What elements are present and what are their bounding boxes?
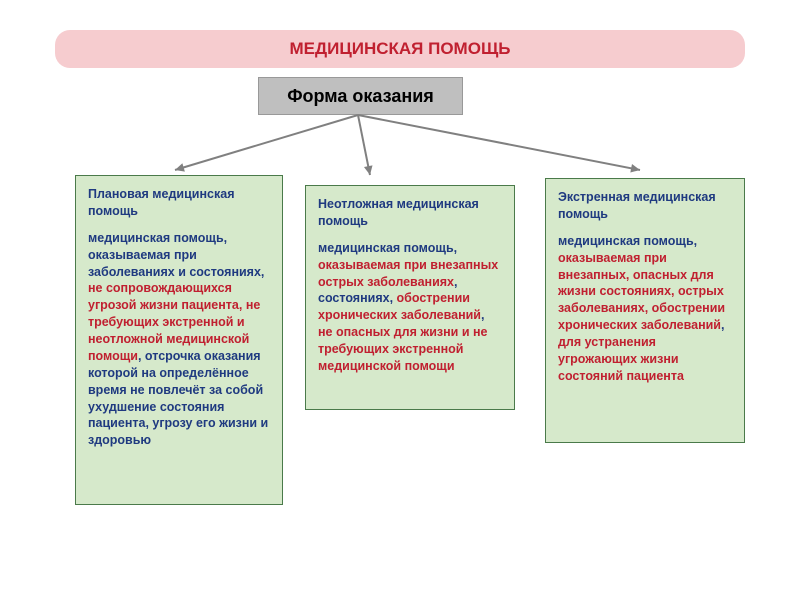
card-1: Неотложная медицинская помощь медицинская… [305, 185, 515, 410]
card-body: медицинская помощь, оказываемая при внез… [318, 240, 502, 375]
text-segment: не опасных для жизни и не требующих экст… [318, 325, 487, 373]
text-segment: медицинская помощь, [318, 241, 457, 255]
card-title: Экстренная медицинская помощь [558, 189, 732, 223]
text-segment: , [481, 308, 484, 322]
card-title: Плановая медицинская помощь [88, 186, 270, 220]
text-segment: оказываемая при внезапных острых заболев… [318, 258, 498, 289]
card-title: Неотложная медицинская помощь [318, 196, 502, 230]
text-segment: , отсрочка оказания которой на определён… [88, 349, 268, 447]
header-banner: МЕДИЦИНСКАЯ ПОМОЩЬ [55, 30, 745, 68]
card-body: медицинская помощь, оказываемая при внез… [558, 233, 732, 385]
text-segment: медицинская помощь, [558, 234, 697, 248]
card-body: медицинская помощь, оказываемая при забо… [88, 230, 270, 449]
text-segment: , [721, 318, 724, 332]
header-text: МЕДИЦИНСКАЯ ПОМОЩЬ [290, 39, 511, 59]
card-0: Плановая медицинская помощь медицинская п… [75, 175, 283, 505]
card-2: Экстренная медицинская помощь медицинская… [545, 178, 745, 443]
text-segment: медицинская помощь, оказываемая при забо… [88, 231, 264, 279]
subheader-text: Форма оказания [287, 86, 434, 107]
subheader-box: Форма оказания [258, 77, 463, 115]
text-segment: оказываемая при внезапных, опасных для ж… [558, 251, 725, 333]
text-segment: для устранения угрожающих жизни состояни… [558, 335, 684, 383]
